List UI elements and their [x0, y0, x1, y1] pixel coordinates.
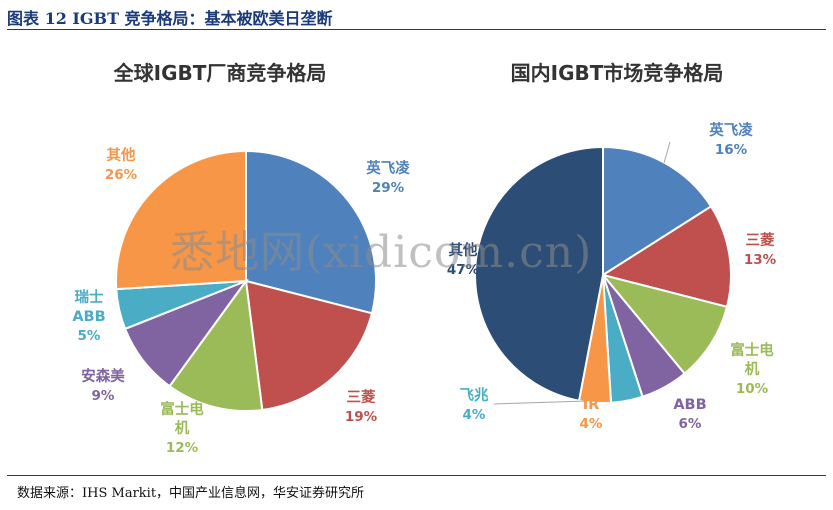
slice-value: 6% [679, 416, 702, 432]
slice-label: IR [583, 397, 600, 413]
chart-title: 全球IGBT厂商竞争格局 [113, 61, 327, 85]
slice-label: 富士电 [160, 400, 204, 418]
slice-value: 19% [345, 409, 378, 425]
slice-label: 瑞士 [75, 288, 104, 306]
pie-slice [115, 149, 247, 291]
slice-value: 26% [105, 167, 138, 183]
slice-label: 三菱 [746, 231, 775, 249]
pie-slice [602, 145, 713, 277]
slice-value: 4% [463, 407, 486, 423]
slice-label: ABB [673, 397, 706, 413]
slice-label: 机 [745, 360, 760, 378]
slice-value: 12% [166, 440, 199, 456]
slice-label: ABB [72, 309, 105, 325]
slice-value: 5% [78, 328, 101, 344]
pie-charts: 全球IGBT厂商竞争格局英飞凌29%三菱19%富士电机12%安森美9%瑞士ABB… [72, 61, 777, 456]
figure-title: 图表 12 IGBT 竞争格局：基本被欧美日垄断 [7, 9, 333, 28]
slice-label: 其他 [107, 146, 136, 164]
slice-label: 富士电 [730, 341, 774, 359]
slice-label: 英飞凌 [709, 121, 753, 139]
pie-slice [600, 273, 729, 376]
slice-value: 4% [580, 416, 603, 432]
slice-label: 英飞凌 [366, 159, 410, 177]
slice-value: 9% [92, 388, 115, 404]
pie-slice [168, 278, 264, 412]
chart-title: 国内IGBT市场竞争格局 [511, 61, 724, 85]
top-rule [7, 29, 826, 30]
slice-value: 29% [372, 180, 405, 196]
slice-value: 13% [744, 252, 777, 268]
slice-value: 47% [447, 262, 480, 278]
slice-label: 安森美 [81, 367, 125, 385]
leader-line [493, 400, 588, 405]
pie-slice [600, 205, 732, 309]
pie-slice [474, 145, 604, 402]
slice-label: 其他 [449, 241, 478, 259]
slice-label: 三菱 [347, 388, 376, 406]
source-note: 数据来源：IHS Markit，中国产业信息网，华安证券研究所 [17, 486, 365, 501]
slice-value: 10% [736, 381, 769, 397]
bottom-rule [7, 475, 826, 476]
slice-label: 机 [175, 419, 190, 437]
slice-value: 16% [715, 142, 748, 158]
slice-label: 飞兆 [460, 387, 489, 404]
pie-slice [244, 279, 374, 412]
pie-slice [245, 149, 377, 315]
leader-line [663, 141, 671, 164]
